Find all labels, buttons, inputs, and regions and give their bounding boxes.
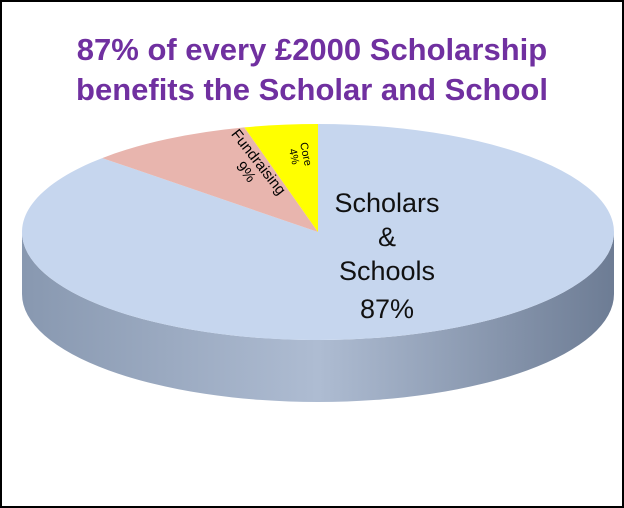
slice-value-label: 4% <box>286 148 301 166</box>
chart-title: 87% of every £2000 Scholarship <box>77 32 547 67</box>
slice-side <box>22 232 614 402</box>
slice <box>102 127 319 232</box>
slice <box>21 124 615 340</box>
chart-title: benefits the Scholar and School <box>76 72 548 107</box>
slice-label: Scholars & Schools <box>334 188 440 286</box>
slice-value-label: 87% <box>359 294 415 324</box>
slice-label: Core <box>297 141 314 167</box>
slice <box>244 124 318 232</box>
